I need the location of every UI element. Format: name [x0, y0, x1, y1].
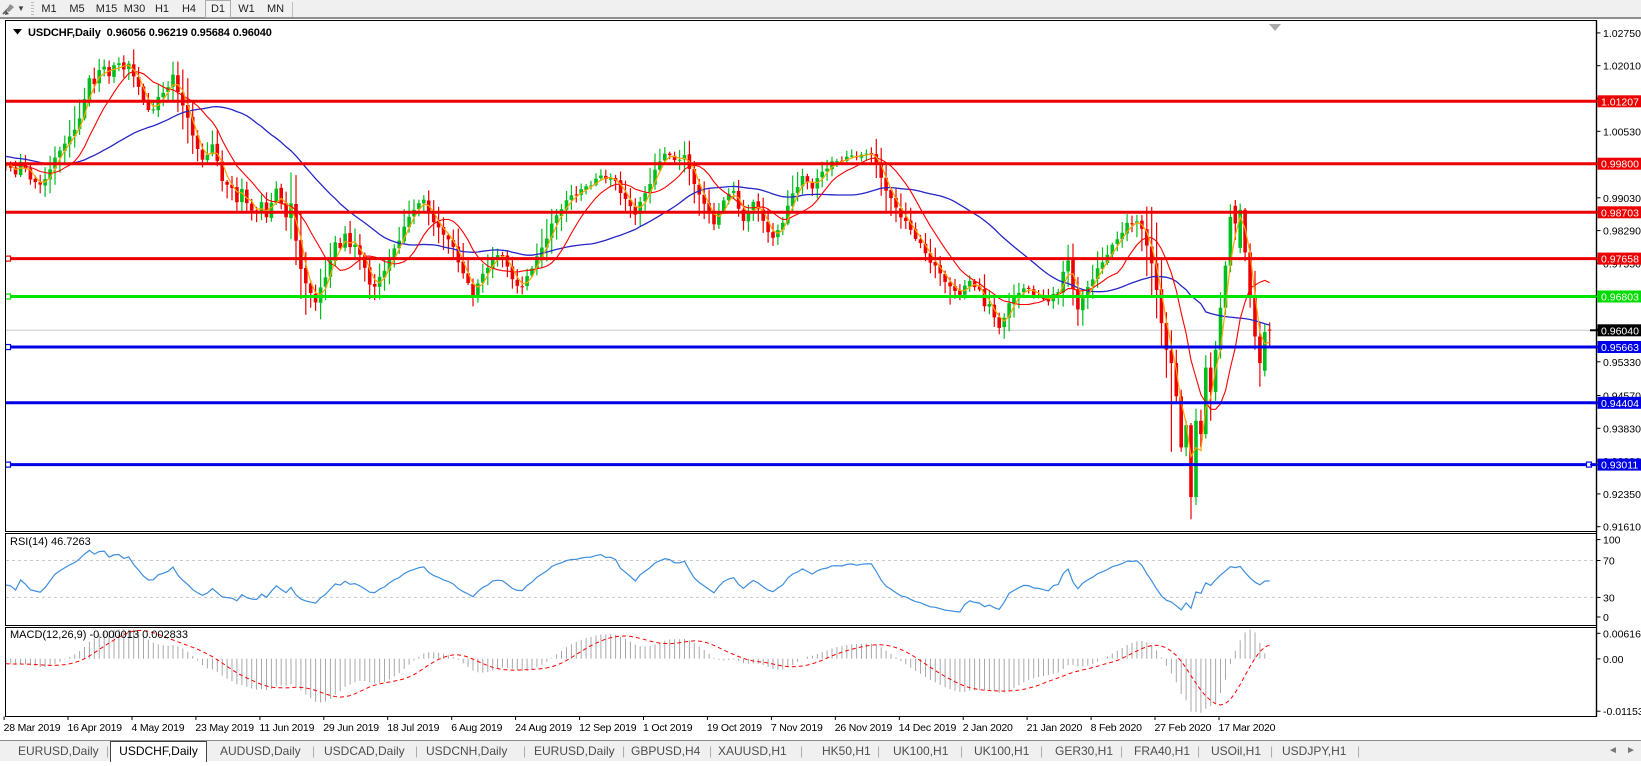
- svg-text:1.01207: 1.01207: [1601, 96, 1639, 108]
- svg-text:8 Feb 2020: 8 Feb 2020: [1091, 722, 1142, 734]
- svg-text:USDCHF,Daily 0.96056 0.96219: USDCHF,Daily 0.96056 0.96219 0.95684 0.9…: [28, 27, 272, 39]
- svg-text:6 Aug 2019: 6 Aug 2019: [451, 722, 502, 734]
- svg-text:27 Feb 2020: 27 Feb 2020: [1155, 722, 1212, 734]
- svg-text:7 Nov 2019: 7 Nov 2019: [771, 722, 823, 734]
- svg-text:11 Jun 2019: 11 Jun 2019: [259, 722, 314, 734]
- svg-text:1 Oct 2019: 1 Oct 2019: [643, 722, 693, 734]
- svg-text:0.97658: 0.97658: [1601, 254, 1639, 266]
- svg-text:2 Jan 2020: 2 Jan 2020: [963, 722, 1013, 734]
- svg-text:0.91610: 0.91610: [1603, 522, 1641, 534]
- svg-text:1.02750: 1.02750: [1603, 28, 1641, 40]
- svg-text:0.96040: 0.96040: [1601, 325, 1639, 337]
- svg-text:RSI(14) 46.7263: RSI(14) 46.7263: [10, 536, 91, 548]
- svg-text:16 Apr 2019: 16 Apr 2019: [68, 722, 123, 734]
- svg-text:1.02010: 1.02010: [1603, 61, 1641, 73]
- svg-text:0.006167: 0.006167: [1603, 628, 1641, 640]
- svg-text:0.95330: 0.95330: [1603, 357, 1641, 369]
- svg-text:0.95663: 0.95663: [1601, 342, 1639, 354]
- svg-text:0.99800: 0.99800: [1601, 159, 1639, 171]
- svg-text:29 Jun 2019: 29 Jun 2019: [323, 722, 379, 734]
- svg-text:0.93011: 0.93011: [1601, 460, 1638, 472]
- svg-text:0.92350: 0.92350: [1603, 489, 1641, 501]
- svg-text:26 Nov 2019: 26 Nov 2019: [835, 722, 893, 734]
- svg-text:1.00530: 1.00530: [1603, 126, 1641, 138]
- svg-text:24 Aug 2019: 24 Aug 2019: [515, 722, 572, 734]
- svg-text:4 May 2019: 4 May 2019: [132, 722, 185, 734]
- svg-text:0: 0: [1603, 612, 1609, 624]
- svg-text:MACD(12,26,9) -0.000013 0.0028: MACD(12,26,9) -0.000013 0.002833: [10, 629, 188, 641]
- svg-text:19 Oct 2019: 19 Oct 2019: [707, 722, 762, 734]
- svg-text:0.93830: 0.93830: [1603, 423, 1641, 435]
- svg-text:0.98703: 0.98703: [1601, 207, 1639, 219]
- svg-text:0.99030: 0.99030: [1603, 193, 1641, 205]
- svg-text:100: 100: [1603, 535, 1621, 547]
- svg-text:18 Jul 2019: 18 Jul 2019: [387, 722, 439, 734]
- svg-text:12 Sep 2019: 12 Sep 2019: [579, 722, 637, 734]
- svg-text:0.94404: 0.94404: [1601, 398, 1639, 410]
- svg-text:23 May 2019: 23 May 2019: [195, 722, 254, 734]
- svg-text:28 Mar 2019: 28 Mar 2019: [4, 722, 61, 734]
- svg-text:0.98290: 0.98290: [1603, 226, 1641, 238]
- svg-text:14 Dec 2019: 14 Dec 2019: [899, 722, 957, 734]
- svg-text:30: 30: [1603, 592, 1615, 604]
- svg-text:0.00: 0.00: [1603, 654, 1624, 666]
- svg-text:0.96803: 0.96803: [1601, 292, 1639, 304]
- svg-text:21 Jan 2020: 21 Jan 2020: [1027, 722, 1083, 734]
- svg-text:17 Mar 2020: 17 Mar 2020: [1219, 722, 1276, 734]
- svg-text:70: 70: [1603, 556, 1615, 568]
